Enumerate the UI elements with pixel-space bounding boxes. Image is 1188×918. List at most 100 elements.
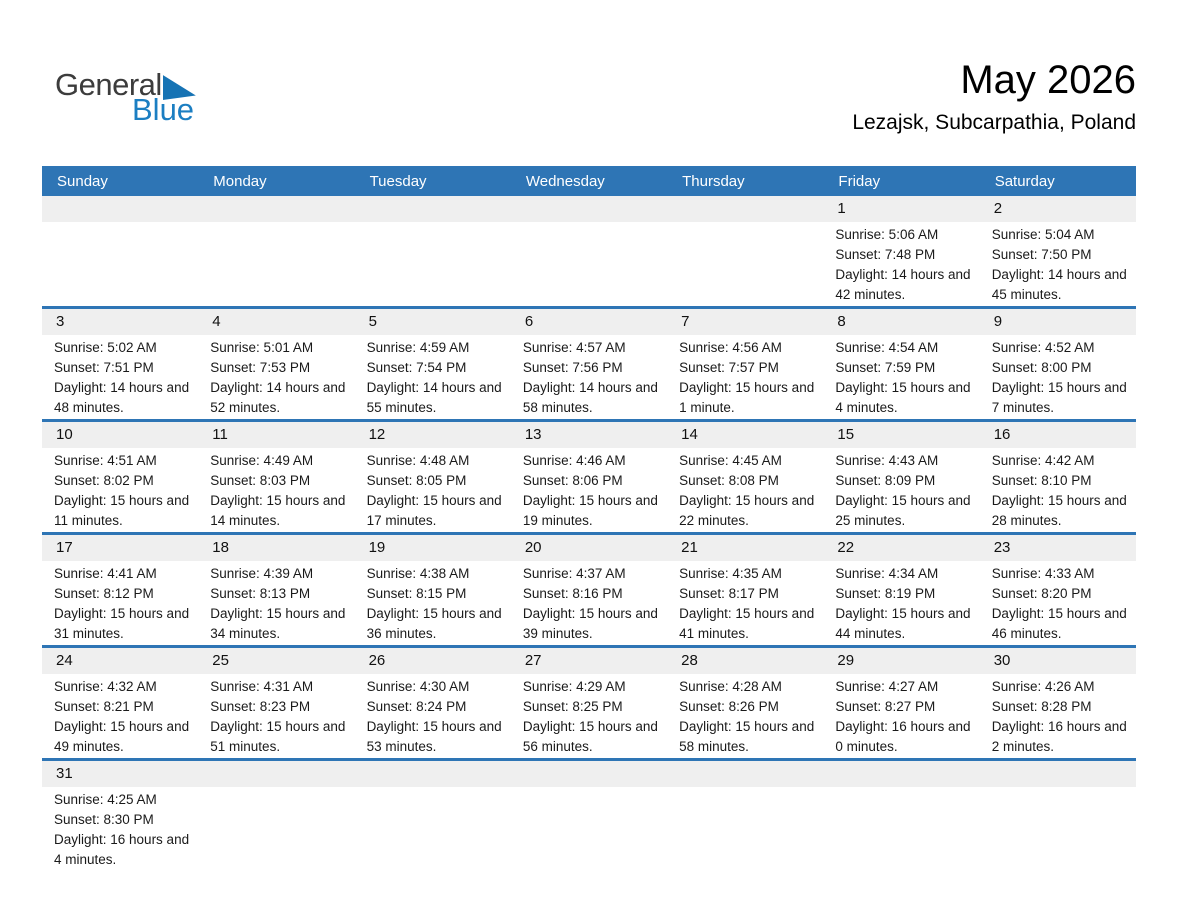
daylight-text: Daylight: 16 hours and 4 minutes. [54, 832, 190, 867]
date-number: 13 [510, 422, 668, 448]
day-cell-4: 4 Sunrise: 5:01 AM Sunset: 7:53 PM Daylight… [198, 309, 355, 419]
sunset-text: Sunset: 8:27 PM [835, 699, 936, 714]
day-cell-5: 5 Sunrise: 4:59 AM Sunset: 7:54 PM Daylight… [354, 309, 511, 419]
day-cell-21: 21 Sunrise: 4:35 AM Sunset: 8:17 PM Dayligh… [667, 535, 824, 645]
date-number: 18 [198, 535, 355, 561]
logo-word-general: General [55, 67, 162, 102]
sunrise-text: Sunrise: 4:49 AM [210, 453, 314, 468]
day-details: Sunrise: 4:32 AM Sunset: 8:21 PM Daylight:… [42, 674, 198, 758]
day-details: Sunrise: 4:28 AM Sunset: 8:26 PM Daylight:… [667, 674, 823, 758]
date-number [354, 761, 511, 787]
sunrise-text: Sunrise: 4:38 AM [366, 566, 470, 581]
sunrise-text: Sunrise: 5:04 AM [991, 227, 1095, 242]
sunset-text: Sunset: 8:19 PM [835, 586, 936, 601]
daylight-text: Daylight: 15 hours and 46 minutes. [991, 606, 1127, 641]
day-cell-16: 16 Sunrise: 4:42 AM Sunset: 8:10 PM Dayligh… [979, 422, 1136, 532]
day-cell-29: 29 Sunrise: 4:27 AM Sunset: 8:27 PM Dayligh… [823, 648, 980, 758]
sunrise-text: Sunrise: 4:45 AM [679, 453, 782, 468]
day-details: Sunrise: 5:06 AM Sunset: 7:48 PM Daylight:… [823, 222, 979, 306]
daylight-text: Daylight: 15 hours and 11 minutes. [54, 493, 190, 528]
day-details: Sunrise: 4:34 AM Sunset: 8:19 PM Daylight:… [823, 561, 979, 645]
sunrise-text: Sunrise: 4:34 AM [835, 566, 939, 581]
weekday-header-thursday: Thursday [682, 172, 745, 190]
date-number [979, 761, 1136, 787]
date-number: 7 [667, 309, 824, 335]
day-details [511, 222, 667, 306]
sunset-text: Sunset: 8:09 PM [835, 473, 936, 488]
date-number: 2 [979, 196, 1136, 222]
date-number: 9 [979, 309, 1136, 335]
day-details: Sunrise: 4:25 AM Sunset: 8:30 PM Daylight:… [42, 787, 198, 871]
week-row-4: 17 Sunrise: 4:41 AM Sunset: 8:12 PM Dayligh… [42, 532, 1136, 645]
day-details: Sunrise: 4:26 AM Sunset: 8:28 PM Daylight:… [980, 674, 1136, 758]
day-cell-31: 31 Sunrise: 4:25 AM Sunset: 8:30 PM Dayligh… [42, 761, 199, 871]
day-details: Sunrise: 4:41 AM Sunset: 8:12 PM Daylight:… [42, 561, 198, 645]
calendar-page: General Blue May 2026 Lezajsk, Subcarpat… [42, 0, 1136, 871]
day-details [198, 222, 354, 306]
sunrise-text: Sunrise: 5:06 AM [835, 227, 939, 242]
sunset-text: Sunset: 7:53 PM [210, 360, 311, 375]
sunrise-text: Sunrise: 4:48 AM [366, 453, 470, 468]
day-details [823, 787, 979, 871]
daylight-text: Daylight: 15 hours and 58 minutes. [679, 719, 815, 754]
sunset-text: Sunset: 8:02 PM [54, 473, 154, 488]
daylight-text: Daylight: 15 hours and 44 minutes. [835, 606, 971, 641]
date-number: 10 [42, 422, 199, 448]
date-number: 5 [354, 309, 511, 335]
day-cell-empty [979, 761, 1136, 871]
date-number [354, 196, 511, 222]
date-number: 6 [510, 309, 668, 335]
day-details: Sunrise: 4:27 AM Sunset: 8:27 PM Daylight:… [823, 674, 979, 758]
date-number: 8 [823, 309, 980, 335]
weekday-header-tuesday: Tuesday [369, 172, 427, 190]
date-number: 1 [823, 196, 980, 222]
date-number: 24 [42, 648, 199, 674]
date-number [510, 761, 668, 787]
sunset-text: Sunset: 8:24 PM [366, 699, 467, 714]
sunrise-text: Sunrise: 4:54 AM [835, 340, 939, 355]
daylight-text: Daylight: 15 hours and 34 minutes. [210, 606, 346, 641]
date-number [823, 761, 980, 787]
date-number [198, 196, 355, 222]
logo-row: General [55, 67, 196, 102]
day-cell-18: 18 Sunrise: 4:39 AM Sunset: 8:13 PM Dayligh… [198, 535, 355, 645]
sunrise-text: Sunrise: 4:51 AM [54, 453, 157, 468]
sunset-text: Sunset: 8:13 PM [210, 586, 311, 601]
day-details: Sunrise: 4:59 AM Sunset: 7:54 PM Daylight:… [355, 335, 511, 419]
daylight-text: Daylight: 14 hours and 55 minutes. [366, 380, 502, 415]
day-details: Sunrise: 4:51 AM Sunset: 8:02 PM Daylight:… [42, 448, 198, 532]
day-cell-empty [354, 761, 511, 871]
date-number: 23 [979, 535, 1136, 561]
day-details: Sunrise: 4:48 AM Sunset: 8:05 PM Daylight:… [355, 448, 511, 532]
date-number: 12 [354, 422, 511, 448]
sunrise-text: Sunrise: 4:26 AM [991, 679, 1095, 694]
daylight-text: Daylight: 15 hours and 36 minutes. [366, 606, 502, 641]
date-number: 22 [823, 535, 980, 561]
day-cell-8: 8 Sunrise: 4:54 AM Sunset: 7:59 PM Daylight… [823, 309, 980, 419]
sunrise-text: Sunrise: 4:42 AM [991, 453, 1095, 468]
day-cell-empty [667, 761, 824, 871]
sunrise-text: Sunrise: 5:02 AM [54, 340, 157, 355]
day-cell-24: 24 Sunrise: 4:32 AM Sunset: 8:21 PM Dayligh… [42, 648, 199, 758]
day-details: Sunrise: 4:37 AM Sunset: 8:16 PM Daylight:… [511, 561, 667, 645]
date-number: 15 [823, 422, 980, 448]
daylight-text: Daylight: 15 hours and 14 minutes. [210, 493, 346, 528]
daylight-text: Daylight: 14 hours and 45 minutes. [991, 267, 1127, 302]
day-cell-6: 6 Sunrise: 4:57 AM Sunset: 7:56 PM Daylight… [510, 309, 668, 419]
sunrise-text: Sunrise: 4:41 AM [54, 566, 157, 581]
day-details: Sunrise: 5:02 AM Sunset: 7:51 PM Daylight:… [42, 335, 198, 419]
day-details: Sunrise: 4:39 AM Sunset: 8:13 PM Daylight:… [198, 561, 354, 645]
sunset-text: Sunset: 7:57 PM [679, 360, 779, 375]
date-number: 20 [510, 535, 668, 561]
weekday-header-wednesday: Wednesday [525, 172, 605, 190]
day-cell-empty [198, 761, 355, 871]
top-bar: General Blue May 2026 Lezajsk, Subcarpat… [42, 56, 1136, 152]
daylight-text: Daylight: 15 hours and 41 minutes. [679, 606, 815, 641]
date-number: 14 [667, 422, 824, 448]
sunset-text: Sunset: 8:06 PM [522, 473, 623, 488]
day-cell-17: 17 Sunrise: 4:41 AM Sunset: 8:12 PM Dayligh… [42, 535, 199, 645]
day-details [667, 787, 823, 871]
daylight-text: Daylight: 15 hours and 25 minutes. [835, 493, 971, 528]
day-details: Sunrise: 4:43 AM Sunset: 8:09 PM Daylight:… [823, 448, 979, 532]
day-details: Sunrise: 5:04 AM Sunset: 7:50 PM Daylight:… [980, 222, 1136, 306]
